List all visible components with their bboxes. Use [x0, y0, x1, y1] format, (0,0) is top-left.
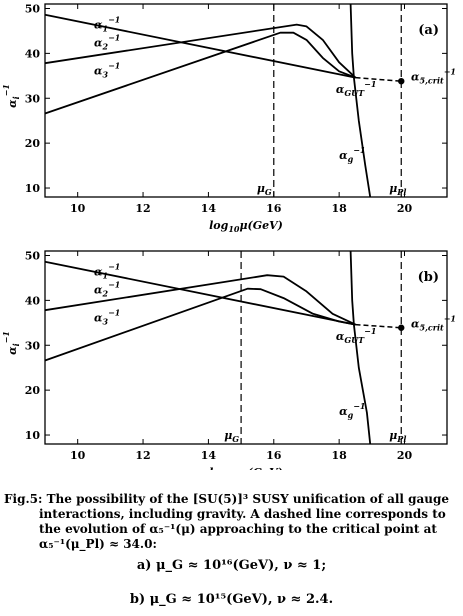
series-1-3	[349, 250, 372, 445]
y-tick-label-0-2: 30	[25, 92, 41, 105]
vline-label-1-1: μPl	[389, 429, 406, 444]
x-tick-label-1-3: 16	[266, 449, 282, 462]
formula-a: a) μ_G ≈ 10¹⁶(GeV), ν ≈ 1;	[136, 558, 327, 573]
x-tick-label-0-3: 16	[266, 202, 282, 215]
caption-label: Fig.5:	[4, 492, 43, 506]
x-tick-label-1-0: 10	[70, 449, 86, 462]
caption-line-1: The possibility of the [SU(5)]³ SUSY uni…	[46, 492, 450, 506]
y-axis-label-0: αi−1	[1, 84, 21, 108]
panel-label-0: (a)	[418, 23, 439, 38]
vline-label-0-0: μG	[257, 182, 272, 197]
y-tick-label-0-3: 40	[25, 47, 41, 60]
y-tick-label-1-2: 30	[25, 339, 41, 352]
y-tick-label-0-1: 20	[25, 137, 41, 150]
caption-line-3: the evolution of α₅⁻¹(μ) approaching to …	[39, 522, 437, 536]
series-0-3	[349, 3, 372, 198]
x-tick-label-1-1: 12	[135, 449, 150, 462]
alpha5-dashed-0	[355, 76, 402, 82]
formula-b: b) μ_G ≈ 10¹⁵(GeV), ν ≈ 2.4.	[129, 592, 334, 607]
annotation-0-2: α3−1	[94, 60, 120, 79]
panel-label-1: (b)	[418, 270, 439, 285]
x-tick-label-0-0: 10	[70, 202, 86, 215]
figure: 10 12 14 16 18 20 10 20 30 40 50 log10μ(GeV) αi−1 (a)…	[1, 2, 456, 470]
annotation-1-5: αg−1	[339, 401, 365, 420]
vline-label-0-1: μPl	[389, 182, 406, 197]
y-tick-label-1-3: 40	[25, 294, 41, 307]
annotation-0-1: α2−1	[94, 33, 120, 52]
x-axis-label-0: log10μ(GeV)	[209, 219, 283, 234]
plot-frame-0	[44, 3, 448, 198]
x-tick-label-1-4: 18	[331, 449, 347, 462]
annotation-0-3: αGUT−1	[336, 79, 377, 98]
series-1-1	[44, 274, 356, 326]
y-axis-label-1: αi−1	[1, 331, 21, 355]
critical-point-0	[398, 78, 405, 85]
caption-line-4: α₅⁻¹(μ_Pl) ≈ 34.0:	[39, 537, 157, 551]
plot-frame-1	[44, 250, 448, 445]
series-0-0	[44, 13, 356, 79]
figure-caption: Fig.5: The possibility of the [SU(5)]³ S…	[4, 492, 459, 552]
annotation-1-1: α2−1	[94, 280, 120, 299]
y-tick-label-0-0: 10	[25, 182, 41, 195]
series-0-2	[44, 31, 356, 115]
annotation-1-3: αGUT−1	[336, 326, 377, 345]
x-axis-label-1: log10μ(GeV)	[209, 466, 283, 470]
annotation-1-0: α1−1	[94, 262, 120, 281]
y-tick-label-1-4: 50	[25, 249, 41, 262]
y-tick-label-1-0: 10	[25, 429, 41, 442]
annotation-0-5: αg−1	[339, 145, 365, 164]
series-1-0	[44, 260, 356, 326]
x-tick-label-1-2: 14	[201, 449, 217, 462]
caption-line-2: interactions, including gravity. A dashe…	[39, 507, 446, 521]
annotation-0-0: α1−1	[94, 15, 120, 34]
annotation-1-2: α3−1	[94, 307, 120, 326]
x-tick-label-0-5: 20	[397, 202, 413, 215]
x-tick-label-0-1: 12	[135, 202, 150, 215]
x-tick-label-1-5: 20	[397, 449, 413, 462]
x-tick-label-0-2: 14	[201, 202, 217, 215]
series-0-1	[44, 23, 357, 79]
annotation-0-4: α5,crit−1	[411, 66, 456, 85]
y-tick-label-1-1: 20	[25, 384, 41, 397]
critical-point-1	[398, 324, 405, 331]
y-tick-label-0-4: 50	[25, 2, 41, 15]
annotation-1-4: α5,crit−1	[411, 313, 456, 332]
series-1-2	[44, 287, 356, 362]
vline-label-1-0: μG	[224, 429, 239, 444]
alpha5-dashed-1	[355, 323, 402, 329]
x-tick-label-0-4: 18	[331, 202, 347, 215]
